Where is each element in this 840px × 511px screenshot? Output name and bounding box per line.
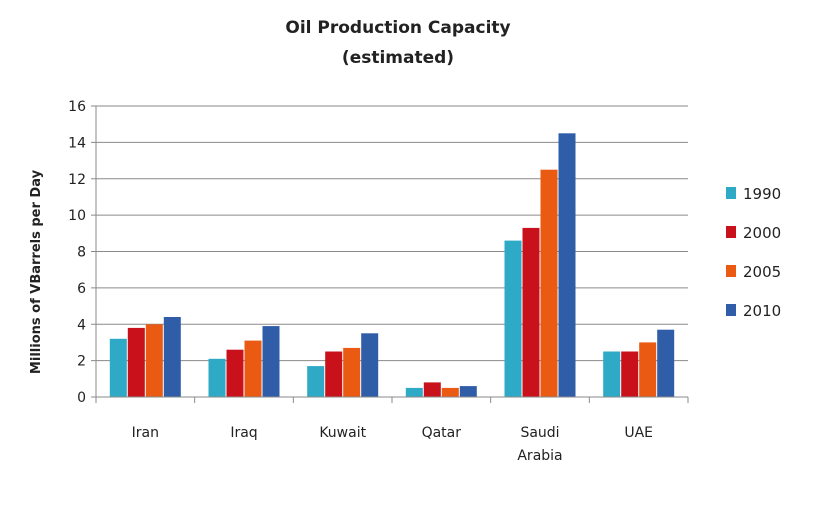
legend: 1990 2000 2005 2010	[726, 185, 781, 320]
bar-2000-5	[621, 351, 639, 397]
x-tick-label-2: Kuwait	[319, 425, 366, 441]
y-tick-label-7: 14	[68, 135, 86, 151]
y-tick-label-4: 8	[77, 245, 86, 261]
legend-swatch-2010	[726, 304, 736, 316]
x-tick-label-3: Qatar	[422, 425, 462, 441]
bar-2010-4	[558, 133, 576, 398]
y-tick-label-1: 2	[77, 354, 86, 370]
y-tick-label-5: 10	[68, 208, 86, 224]
bar-2000-3	[423, 382, 441, 397]
bar-2005-4	[540, 169, 558, 397]
bar-2005-2	[343, 347, 361, 397]
bar-2000-4	[522, 227, 540, 397]
x-axis-ticks: Iran Iraq Kuwait Qatar Saudi Arabia UAE	[95, 397, 689, 464]
bar-2005-0	[145, 324, 163, 398]
legend-swatch-2005	[726, 265, 736, 277]
bar-2010-5	[657, 329, 675, 397]
bar-1990-0	[109, 338, 127, 397]
x-tick-label-1: Iraq	[230, 425, 257, 441]
chart-title: Oil Production Capacity	[285, 18, 510, 38]
bar-2000-0	[127, 327, 145, 397]
y-tick-label-6: 12	[68, 172, 86, 188]
legend-swatch-2000	[726, 226, 736, 238]
bar-2005-1	[244, 340, 262, 397]
x-tick-label-5: UAE	[624, 425, 653, 441]
chart-subtitle: (estimated)	[342, 48, 454, 68]
y-tick-label-3: 6	[77, 281, 86, 297]
bar-1990-4	[504, 240, 522, 397]
bar-1990-3	[405, 387, 423, 397]
bar-2000-1	[226, 349, 244, 397]
legend-swatch-1990	[726, 187, 736, 199]
bar-2005-5	[639, 342, 657, 397]
x-tick-label-4-line-0: Saudi	[520, 425, 559, 441]
bar-2010-1	[262, 326, 280, 397]
bar-1990-1	[208, 358, 226, 397]
bar-2010-0	[163, 317, 181, 397]
bar-1990-5	[603, 351, 621, 397]
x-tick-label-0: Iran	[132, 425, 159, 441]
y-tick-label-0: 0	[77, 390, 86, 406]
gridlines	[96, 105, 688, 398]
legend-label-2000: 2000	[743, 224, 781, 242]
legend-label-2010: 2010	[743, 302, 781, 320]
y-tick-label-8: 16	[68, 99, 86, 115]
bars	[109, 133, 675, 398]
bar-2010-3	[459, 386, 477, 397]
y-axis-label: Millions of VBarrels per Day	[29, 169, 44, 374]
chart-title-group: Oil Production Capacity (estimated)	[285, 18, 510, 68]
bar-1990-2	[307, 366, 325, 397]
y-axis-ticks: 0 2 4 6 8 10 12 14 16	[68, 99, 96, 406]
y-tick-label-2: 4	[77, 317, 86, 333]
bar-2005-3	[441, 387, 459, 397]
x-tick-label-4-line-1: Arabia	[517, 448, 562, 464]
legend-label-1990: 1990	[743, 185, 781, 203]
bar-2000-2	[325, 351, 343, 397]
bar-2010-2	[361, 333, 379, 397]
legend-label-2005: 2005	[743, 263, 781, 281]
